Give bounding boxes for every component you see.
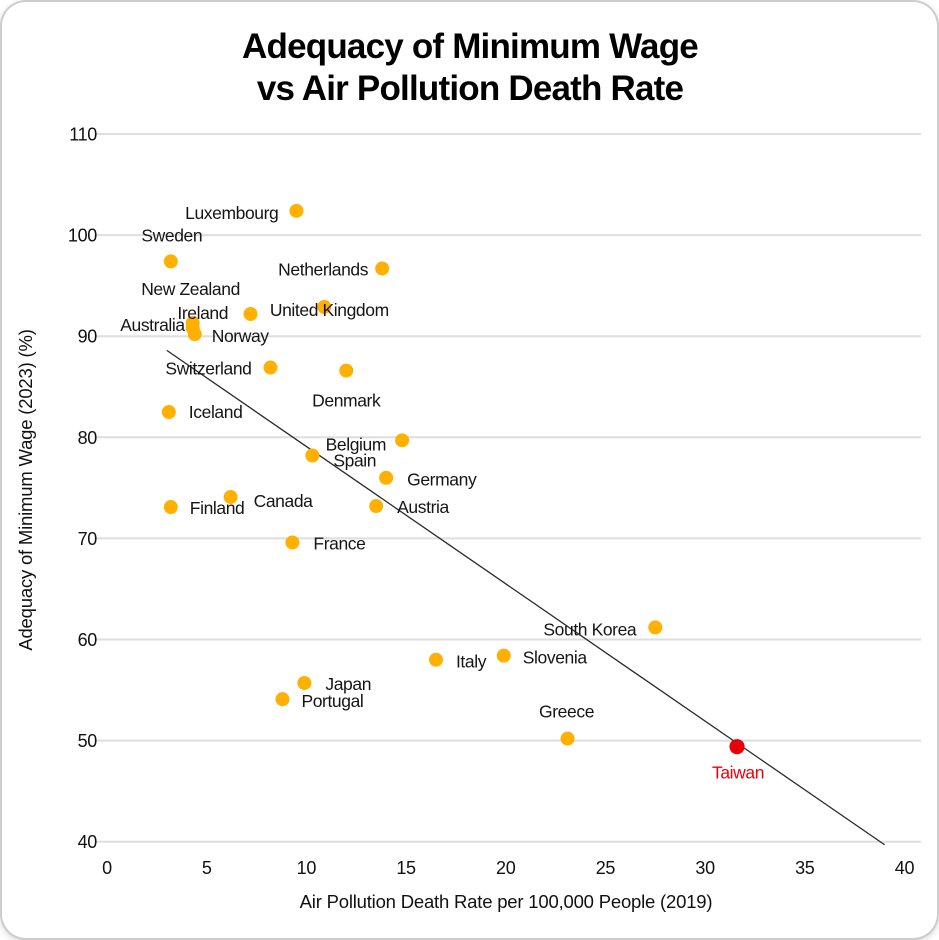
y-axis-title: Adequacy of Minimum Wage (2023) (%)	[15, 329, 36, 650]
data-point-taiwan	[729, 739, 745, 755]
data-point-slovenia	[496, 648, 511, 663]
x-tick-25: 25	[596, 858, 616, 878]
y-tick-40: 40	[78, 832, 98, 852]
country-label-south-korea: South Korea	[543, 619, 637, 639]
y-tick-80: 80	[78, 428, 98, 448]
data-point-new-zealand	[243, 306, 258, 321]
country-label-spain: Spain	[333, 450, 376, 470]
chart-title-line1: Adequacy of Minimum Wage	[242, 27, 698, 66]
x-axis-title: Air Pollution Death Rate per 100,000 Peo…	[300, 891, 713, 912]
y-tick-70: 70	[78, 529, 98, 549]
country-label-iceland: Iceland	[189, 402, 243, 422]
data-point-france	[285, 535, 300, 550]
y-tick-100: 100	[68, 226, 97, 246]
data-point-denmark	[339, 363, 354, 378]
country-label-germany: Germany	[407, 470, 477, 490]
x-tick-35: 35	[795, 858, 815, 878]
data-point-iceland	[161, 405, 176, 420]
country-label-australia: Australia	[120, 315, 185, 335]
data-point-south-korea	[648, 620, 663, 635]
y-tick-50: 50	[78, 731, 98, 751]
gridlines	[95, 133, 921, 843]
data-point-japan	[297, 675, 312, 690]
country-label-italy: Italy	[456, 652, 487, 672]
country-label-norway: Norway	[212, 326, 270, 346]
x-tick-20: 20	[496, 858, 516, 878]
y-tick-90: 90	[78, 327, 98, 347]
data-point-netherlands	[375, 261, 390, 276]
data-point-switzerland	[263, 360, 278, 375]
country-label-new-zealand: New Zealand	[141, 279, 240, 299]
country-label-united-kingdom: United Kingdom	[270, 300, 389, 320]
country-label-luxembourg: Luxembourg	[185, 203, 278, 223]
x-tick-15: 15	[396, 858, 416, 878]
country-label-taiwan: Taiwan	[712, 763, 764, 783]
data-point-portugal	[275, 692, 290, 707]
y-tick-110: 110	[69, 125, 97, 145]
data-point-greece	[560, 731, 575, 746]
x-tick-40: 40	[895, 858, 915, 878]
data-point-norway	[187, 327, 202, 342]
data-point-united-kingdom	[317, 299, 332, 314]
country-label-canada: Canada	[254, 491, 314, 511]
country-label-netherlands: Netherlands	[278, 259, 369, 279]
country-label-austria: Austria	[397, 497, 449, 517]
country-label-portugal: Portugal	[301, 691, 363, 711]
x-tick-5: 5	[202, 858, 212, 878]
country-label-greece: Greece	[539, 702, 594, 722]
data-point-germany	[379, 470, 394, 485]
x-tick-30: 30	[695, 858, 715, 878]
data-point-austria	[369, 499, 384, 514]
data-point-sweden	[163, 254, 178, 269]
data-point-italy	[428, 652, 443, 667]
chart-title-line2: vs Air Pollution Death Rate	[257, 69, 684, 108]
country-label-finland: Finland	[190, 498, 245, 518]
trendline-layer	[166, 349, 885, 846]
data-points	[161, 203, 745, 755]
data-point-finland	[163, 500, 178, 515]
country-label-ireland: Ireland	[177, 303, 228, 323]
x-tick-0: 0	[102, 858, 112, 878]
country-label-japan: Japan	[325, 674, 371, 694]
country-label-denmark: Denmark	[312, 391, 381, 411]
country-label-france: France	[313, 533, 365, 553]
data-point-belgium	[395, 433, 410, 448]
trendline	[166, 349, 885, 846]
country-label-sweden: Sweden	[141, 225, 202, 245]
country-label-belgium: Belgium	[326, 434, 386, 454]
country-label-slovenia: Slovenia	[523, 648, 588, 668]
country-label-switzerland: Switzerland	[165, 359, 251, 379]
x-tick-10: 10	[297, 858, 317, 878]
data-point-luxembourg	[289, 203, 304, 218]
y-tick-60: 60	[78, 630, 98, 650]
data-point-canada	[223, 489, 238, 504]
data-point-spain	[305, 448, 320, 463]
